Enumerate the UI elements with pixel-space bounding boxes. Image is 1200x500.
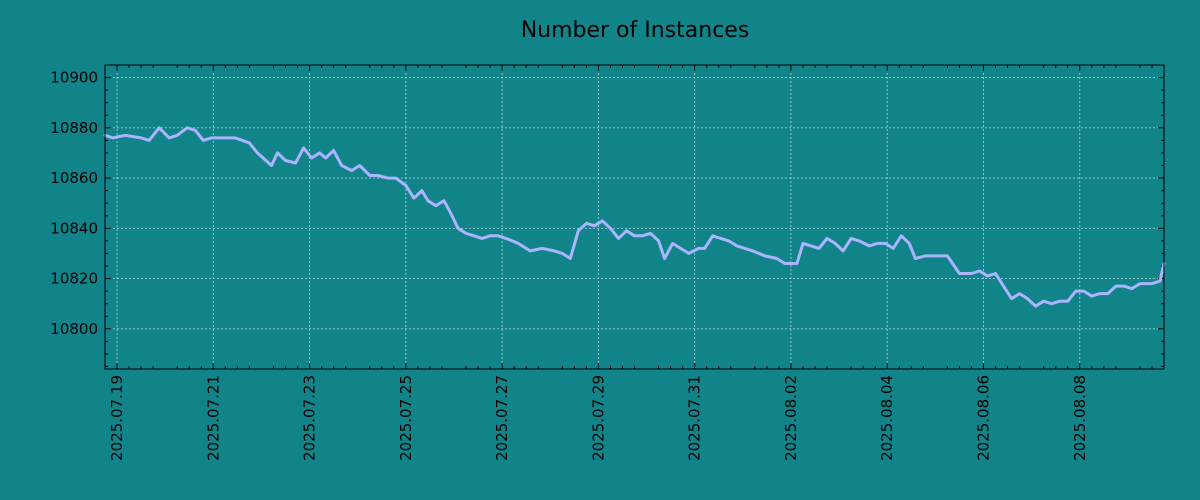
y-tick-label: 10820 bbox=[50, 270, 98, 288]
tick-labels: 10800 10820 10840 10860 10880 10900 2025.07.19… bbox=[50, 69, 1088, 461]
x-tick-label: 2025.07.23 bbox=[301, 375, 319, 461]
y-tick-label: 10860 bbox=[50, 169, 98, 187]
x-tick-label: 2025.08.06 bbox=[974, 375, 992, 461]
grid bbox=[105, 65, 1164, 369]
x-tick-label: 2025.07.27 bbox=[493, 375, 511, 461]
plot-frame bbox=[104, 64, 1165, 370]
x-tick-label: 2025.07.31 bbox=[686, 375, 704, 461]
axis-ticks bbox=[104, 64, 1165, 369]
x-tick-label: 2025.08.02 bbox=[782, 375, 800, 461]
y-tick-label: 10900 bbox=[50, 69, 98, 87]
series-line bbox=[103, 126, 1166, 308]
chart-title: Number of Instances bbox=[521, 18, 750, 43]
y-tick-label: 10840 bbox=[50, 219, 98, 237]
x-tick-label: 2025.08.08 bbox=[1071, 375, 1089, 461]
y-tick-label: 10800 bbox=[50, 320, 98, 338]
x-tick-label: 2025.07.19 bbox=[108, 375, 126, 461]
x-tick-label: 2025.08.04 bbox=[878, 375, 896, 461]
y-tick-label: 10880 bbox=[50, 119, 98, 137]
x-tick-label: 2025.07.29 bbox=[589, 375, 607, 461]
x-tick-label: 2025.07.25 bbox=[397, 375, 415, 461]
series-layer bbox=[103, 126, 1166, 308]
x-tick-label: 2025.07.21 bbox=[204, 375, 222, 461]
